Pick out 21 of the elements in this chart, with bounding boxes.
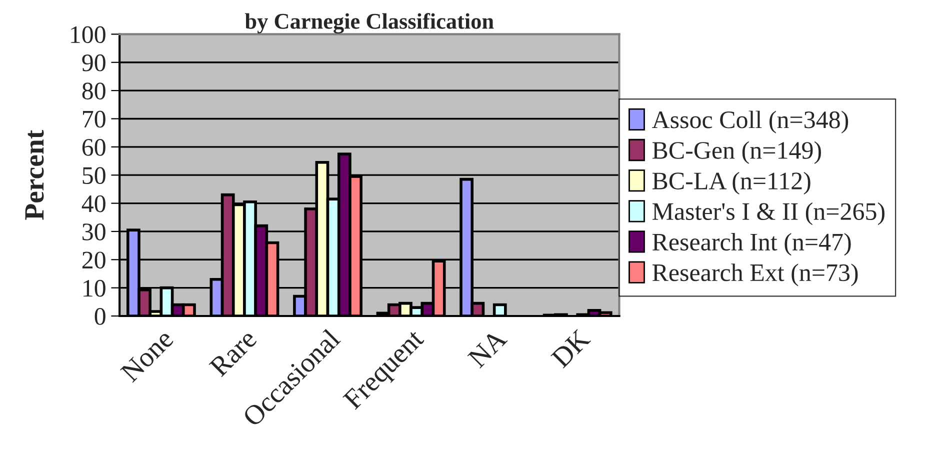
y-tick-label: 80 — [82, 82, 106, 100]
legend-label: BC-LA (n=112) — [652, 172, 810, 195]
y-tick-label: 40 — [82, 195, 106, 212]
legend-label: Master's I & II (n=265) — [652, 202, 884, 226]
y-axis-title: Percent — [25, 130, 44, 220]
x-tick-label: NA — [467, 328, 508, 369]
x-tick-label: DK — [550, 328, 592, 369]
y-tick-label: 60 — [82, 138, 106, 156]
legend-label: Research Int (n=47) — [652, 232, 851, 256]
y-tick-label: 0 — [94, 308, 106, 325]
y-tick-label: 50 — [82, 167, 106, 184]
chart-title: by Carnegie Classification — [244, 12, 494, 34]
y-tick-label: 30 — [82, 224, 106, 240]
y-tick-label: 20 — [82, 252, 106, 269]
y-tick-label: 90 — [82, 54, 106, 72]
legend-label: BC-Gen (n=149) — [652, 141, 821, 164]
y-tick-label: 100 — [71, 26, 106, 44]
legend-label: Research Ext (n=73) — [652, 264, 858, 286]
y-tick-label: 10 — [84, 280, 106, 297]
y-tick-label: 70 — [83, 110, 106, 128]
legend-label: Assoc Coll (n=348) — [652, 110, 848, 134]
